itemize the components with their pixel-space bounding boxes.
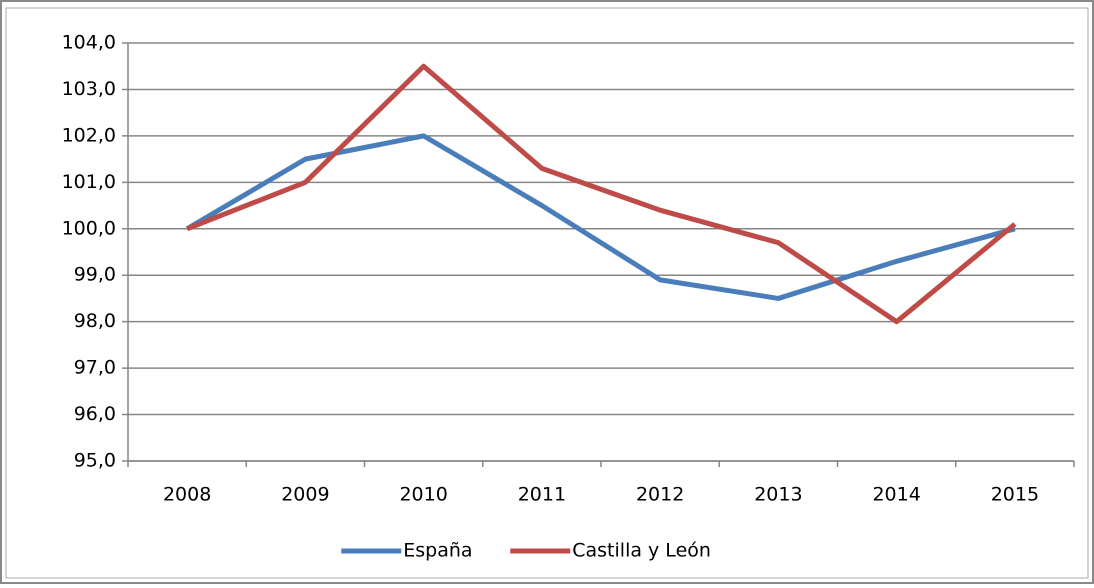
x-tick-label: 2009 [281,484,329,506]
y-tick-label: 97,0 [74,357,116,379]
y-tick-label: 104,0 [62,32,116,54]
y-tick-label: 95,0 [74,450,116,472]
x-tick-label: 2010 [399,484,447,506]
series-line [186,63,1017,325]
x-tick-label: 2013 [754,484,802,506]
chart-area [5,7,1089,579]
y-tick-label: 100,0 [62,217,116,239]
x-tick-label: 2015 [991,484,1039,506]
series-line [185,133,1016,301]
y-tick-label: 102,0 [62,124,116,146]
y-tick-label: 96,0 [74,403,116,425]
y-tick-label: 103,0 [62,78,116,100]
y-tick-label: 99,0 [74,264,116,286]
x-tick-label: 2011 [518,484,566,506]
legend-label: España [403,540,472,562]
x-tick-label: 2014 [872,484,920,506]
x-tick-label: 2012 [636,484,684,506]
x-tick-label: 2008 [163,484,211,506]
y-tick-label: 98,0 [74,310,116,332]
legend-label: Castilla y León [572,540,711,562]
y-tick-label: 101,0 [62,171,116,193]
